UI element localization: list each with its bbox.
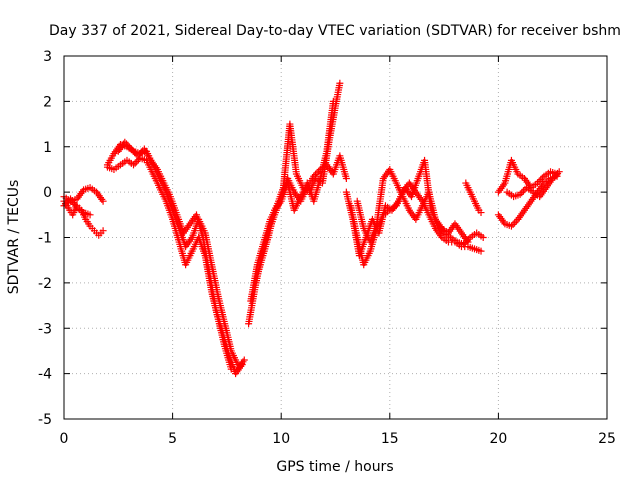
y-axis-title: SDTVAR / TECUs bbox=[6, 180, 22, 295]
data-point-marker bbox=[121, 138, 129, 146]
data-point-marker bbox=[133, 157, 141, 165]
data-point-marker bbox=[131, 159, 139, 167]
axis-ticks: -5 -4 -3 -2 -1 0 1 2 3 0 5 10 15 20 25 bbox=[38, 49, 616, 447]
y-tick-label: -5 bbox=[38, 412, 52, 428]
x-tick-label: 20 bbox=[489, 431, 507, 447]
data-point-marker bbox=[509, 220, 517, 228]
data-point-marker bbox=[135, 150, 143, 158]
x-tick-label: 25 bbox=[598, 431, 616, 447]
data-point-marker bbox=[552, 171, 560, 179]
data-point-marker bbox=[464, 238, 472, 246]
data-point-marker bbox=[549, 175, 557, 183]
x-axis-title: GPS time / hours bbox=[276, 459, 393, 475]
data-point-marker bbox=[127, 145, 135, 153]
data-point-marker bbox=[63, 198, 71, 206]
data-point-marker bbox=[329, 97, 337, 105]
y-tick-label: -1 bbox=[38, 231, 52, 247]
data-point-marker bbox=[516, 190, 524, 198]
grid bbox=[64, 56, 607, 419]
data-point-marker bbox=[511, 219, 519, 227]
y-tick-label: -2 bbox=[38, 276, 52, 292]
data-point-marker bbox=[129, 147, 137, 155]
data-point-marker bbox=[99, 197, 107, 205]
chart-title: Day 337 of 2021, Sidereal Day-to-day VTE… bbox=[49, 23, 621, 39]
data-point-marker bbox=[137, 148, 145, 156]
data-point-marker bbox=[313, 169, 321, 177]
data-point-marker bbox=[479, 234, 487, 241]
data-point-marker bbox=[555, 168, 563, 176]
data-point-marker bbox=[550, 173, 558, 181]
data-point-marker bbox=[126, 143, 134, 151]
data-point-marker bbox=[535, 177, 543, 185]
series-arc-12 bbox=[353, 165, 472, 246]
x-tick-label: 15 bbox=[381, 431, 399, 447]
y-tick-label: -3 bbox=[38, 321, 52, 337]
data-point-marker bbox=[86, 211, 94, 219]
y-tick-label: 0 bbox=[43, 185, 52, 201]
data-point-marker bbox=[336, 79, 344, 87]
data-point-marker bbox=[122, 140, 130, 148]
y-tick-label: 1 bbox=[43, 140, 52, 156]
series-arc-11 bbox=[347, 179, 485, 269]
data-point-marker bbox=[477, 209, 485, 217]
data-point-marker bbox=[130, 161, 138, 169]
data-point-marker bbox=[131, 148, 139, 156]
series-plot-area bbox=[60, 79, 563, 378]
data-point-marker bbox=[537, 176, 545, 184]
series-arc-13 bbox=[462, 179, 485, 217]
data-point-marker bbox=[134, 152, 142, 160]
data-point-marker bbox=[507, 222, 515, 230]
data-point-marker bbox=[238, 361, 246, 369]
data-point-marker bbox=[512, 217, 520, 225]
x-tick-label: 5 bbox=[168, 431, 177, 447]
data-point-marker bbox=[477, 247, 485, 255]
x-tick-label: 0 bbox=[60, 431, 69, 447]
data-point-marker bbox=[62, 200, 70, 208]
series-arc-6 bbox=[114, 138, 246, 378]
series-arc-14 bbox=[494, 156, 561, 196]
y-tick-label: 2 bbox=[43, 94, 52, 110]
y-tick-label: 3 bbox=[43, 49, 52, 65]
data-point-marker bbox=[99, 227, 107, 235]
series-arc-16 bbox=[503, 168, 563, 201]
data-point-marker bbox=[240, 356, 248, 364]
data-point-marker bbox=[518, 189, 526, 197]
data-point-marker bbox=[538, 174, 546, 182]
data-point-marker bbox=[124, 142, 132, 150]
data-point-marker bbox=[342, 175, 350, 183]
data-point-marker bbox=[554, 169, 562, 177]
x-tick-label: 10 bbox=[272, 431, 290, 447]
series-arc-9 bbox=[251, 97, 337, 287]
data-point-marker bbox=[533, 179, 541, 187]
y-tick-label: -4 bbox=[38, 367, 52, 383]
data-point-marker bbox=[519, 187, 527, 195]
